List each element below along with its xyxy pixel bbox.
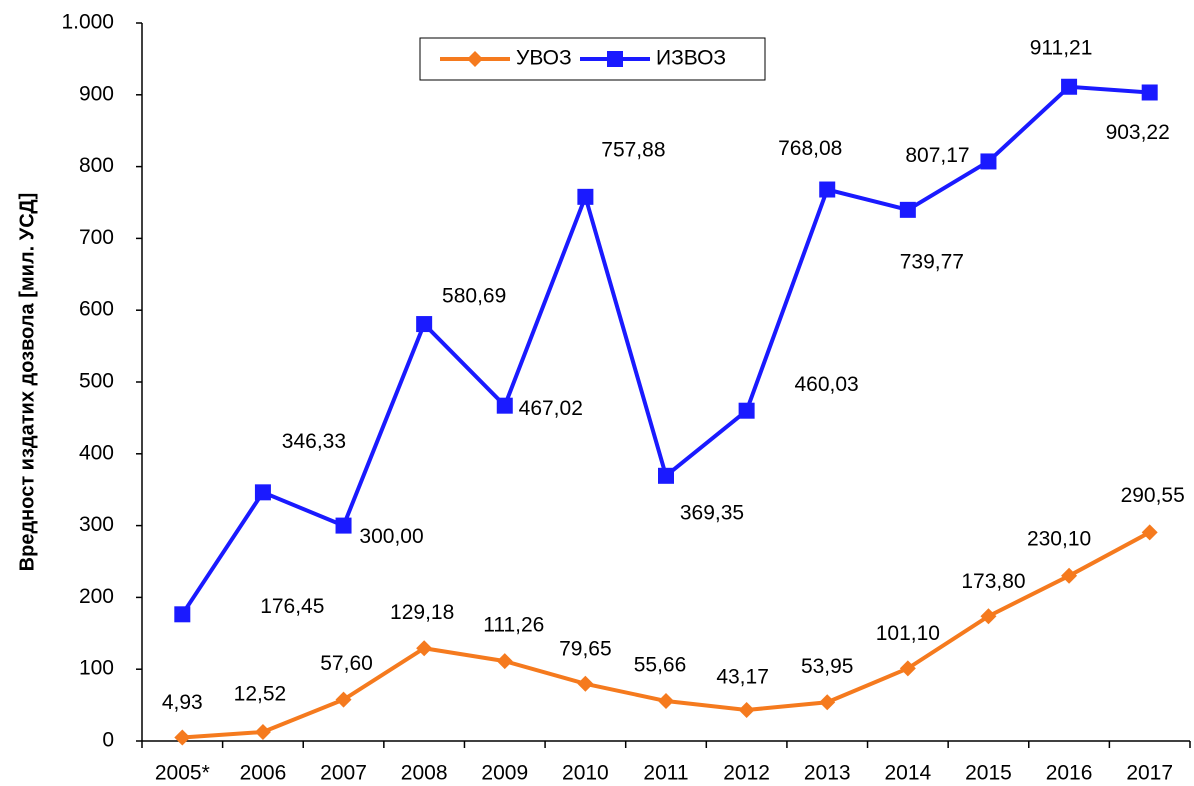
y-tick-label: 1.000 (61, 11, 114, 34)
marker (1061, 78, 1078, 95)
data-label: 173,80 (961, 570, 1025, 593)
marker (254, 484, 271, 501)
marker (658, 467, 674, 484)
x-tick-label: 2008 (401, 762, 448, 785)
marker (899, 201, 916, 218)
data-label: 807,17 (905, 144, 969, 167)
data-label: 4,93 (162, 691, 203, 714)
marker (335, 691, 352, 708)
marker (819, 181, 836, 198)
y-tick-label: 900 (79, 82, 114, 105)
legend-label: УВОЗ (516, 47, 572, 70)
data-label: 768,08 (778, 137, 842, 160)
marker (496, 653, 513, 670)
data-label: 346,33 (282, 430, 346, 453)
marker (174, 729, 191, 746)
marker (416, 316, 433, 333)
data-label: 79,65 (559, 637, 612, 660)
marker (738, 702, 755, 719)
marker (335, 517, 352, 534)
series-line (180, 84, 1150, 616)
legend-label: ИЗВОЗ (656, 47, 726, 70)
x-tick-label: 2009 (481, 762, 528, 785)
data-label: 911,21 (1030, 36, 1093, 59)
marker (1141, 84, 1158, 101)
x-tick-label: 2015 (965, 762, 1012, 785)
x-tick-label: 2012 (723, 762, 770, 785)
data-label: 757,88 (601, 138, 665, 161)
marker (496, 397, 513, 414)
marker (658, 693, 674, 710)
marker (254, 724, 271, 741)
marker (980, 153, 997, 170)
y-tick-label: 300 (79, 513, 114, 536)
x-tick-label: 2007 (320, 762, 367, 785)
marker (416, 640, 433, 657)
marker (1141, 524, 1158, 541)
x-tick-label: 2006 (240, 762, 287, 785)
marker (577, 675, 594, 692)
x-tick-label: 2005* (155, 762, 210, 785)
data-label: 176,45 (260, 595, 324, 618)
data-label: 111,26 (483, 614, 544, 637)
y-tick-label: 600 (79, 298, 114, 321)
y-tick-label: 0 (102, 729, 114, 752)
x-tick-label: 2013 (804, 762, 851, 785)
data-label: 12,52 (234, 683, 287, 706)
marker (577, 188, 594, 205)
data-label: 55,66 (634, 654, 687, 677)
data-label: 467,02 (519, 397, 583, 420)
x-tick-label: 2016 (1046, 762, 1093, 785)
data-label: 129,18 (390, 601, 454, 624)
y-tick-label: 100 (79, 657, 114, 680)
marker (467, 51, 483, 67)
x-tick-label: 2010 (562, 762, 609, 785)
marker (174, 606, 191, 623)
y-tick-label: 500 (79, 370, 114, 393)
x-tick-label: 2017 (1126, 762, 1173, 785)
y-tick-label: 400 (79, 441, 114, 464)
x-tick-label: 2011 (643, 762, 688, 785)
marker (899, 660, 916, 677)
data-label: 53,95 (801, 655, 854, 678)
data-label: 43,17 (716, 666, 769, 689)
data-label: 460,03 (794, 373, 858, 396)
data-label: 290,55 (1121, 484, 1185, 507)
marker (1061, 567, 1078, 584)
data-label: 57,60 (320, 652, 373, 675)
data-label: 101,10 (876, 622, 940, 645)
y-tick-label: 800 (79, 154, 114, 177)
x-tick-label: 2014 (884, 762, 931, 785)
y-axis-label: Вредност издатих дозвола [мил. УСД] (16, 193, 38, 572)
data-label: 580,69 (442, 285, 506, 308)
data-label: 903,22 (1106, 121, 1170, 144)
data-label: 369,35 (680, 501, 744, 524)
data-label: 739,77 (900, 250, 964, 273)
data-label: 230,10 (1027, 527, 1091, 550)
marker (738, 402, 755, 419)
marker (819, 694, 836, 711)
y-tick-label: 200 (79, 585, 114, 608)
marker (607, 51, 623, 67)
data-label: 300,00 (359, 525, 423, 548)
marker (980, 608, 997, 625)
y-tick-label: 700 (79, 226, 114, 249)
